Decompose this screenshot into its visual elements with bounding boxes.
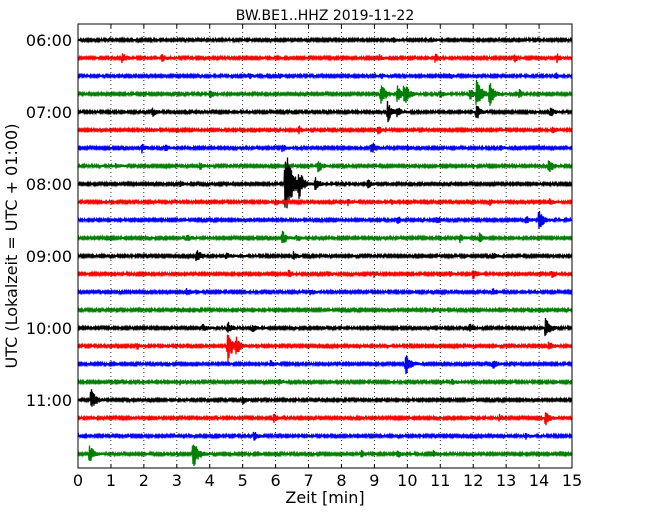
trace-07:00	[77, 100, 573, 123]
x-tick-label-7: 7	[303, 471, 313, 490]
trace-06:45	[77, 79, 573, 106]
tick-layer	[77, 24, 573, 468]
x-tick-labels: 0 1 2 3 4 5 6 7 8 9 10 11 12 13 14 15	[73, 471, 582, 490]
trace-10:15	[77, 334, 573, 363]
x-tick-label-6: 6	[271, 471, 281, 490]
trace-11:00	[77, 389, 573, 407]
trace-06:00	[77, 36, 573, 44]
trace-08:45	[77, 230, 573, 244]
x-tick-label-3: 3	[172, 471, 182, 490]
trace-09:30	[77, 288, 573, 296]
y-axis-label: UTC (Lokalzeit = UTC + 01:00)	[2, 124, 21, 369]
trace-09:15	[77, 269, 573, 280]
x-tick-label-8: 8	[336, 471, 346, 490]
trace-09:00	[77, 250, 573, 262]
x-tick-label-2: 2	[139, 471, 149, 490]
x-tick-label-5: 5	[238, 471, 248, 490]
y-tick-label-10:00: 10:00	[26, 319, 72, 338]
trace-layer	[77, 36, 573, 467]
x-tick-label-12: 12	[463, 471, 483, 490]
trace-11:15	[77, 412, 573, 426]
chart-title: BW.BE1..HHZ 2019-11-22	[236, 8, 415, 24]
x-tick-label-15: 15	[562, 471, 582, 490]
trace-08:30	[77, 211, 573, 229]
x-tick-label-13: 13	[496, 471, 516, 490]
trace-07:45	[77, 160, 573, 173]
x-tick-label-0: 0	[73, 471, 83, 490]
y-tick-label-09:00: 09:00	[26, 247, 72, 266]
x-tick-label-9: 9	[369, 471, 379, 490]
trace-06:30	[77, 72, 573, 80]
trace-11:30	[77, 431, 573, 441]
trace-10:30	[77, 355, 573, 375]
y-tick-label-07:00: 07:00	[26, 103, 72, 122]
y-tick-labels: 06:00 07:00 08:00 09:00 10:00 11:00	[26, 31, 72, 410]
x-tick-label-4: 4	[205, 471, 215, 490]
x-tick-label-1: 1	[106, 471, 116, 490]
x-tick-label-14: 14	[529, 471, 549, 490]
y-tick-label-11:00: 11:00	[26, 391, 72, 410]
plot-frame	[77, 23, 573, 469]
trace-10:45	[77, 378, 573, 386]
x-tick-label-11: 11	[430, 471, 450, 490]
trace-09:45	[77, 306, 573, 314]
trace-10:00	[77, 317, 573, 337]
y-tick-label-06:00: 06:00	[26, 31, 72, 50]
trace-07:15	[77, 125, 573, 135]
trace-06:15	[77, 53, 573, 64]
trace-08:15	[77, 198, 573, 207]
trace-07:30	[77, 142, 573, 154]
x-axis-label: Zeit [min]	[285, 488, 364, 507]
trace-11:45	[77, 444, 573, 467]
y-tick-label-08:00: 08:00	[26, 175, 72, 194]
x-tick-label-10: 10	[397, 471, 417, 490]
trace-08:00	[77, 157, 573, 209]
